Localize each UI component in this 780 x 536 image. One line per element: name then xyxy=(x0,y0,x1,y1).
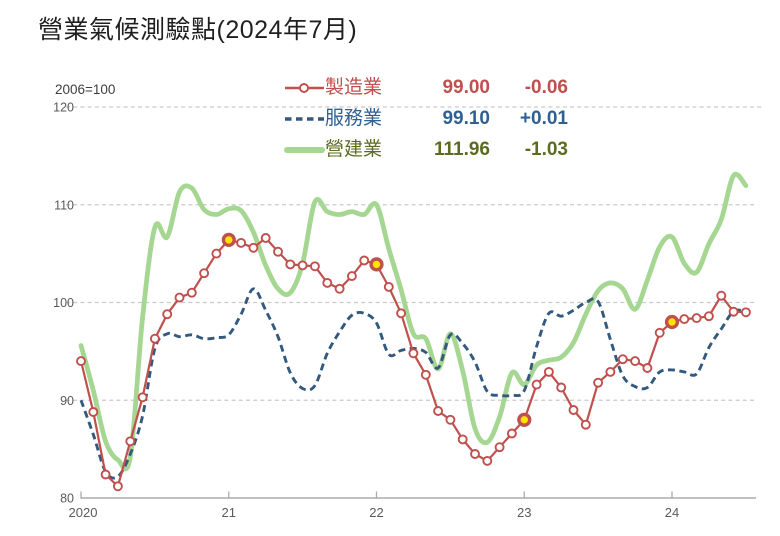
chart-legend: 製造業 99.00 -0.06 服務業 99.10 +0.01 營建業 111.… xyxy=(284,72,568,165)
x-axis: 2020 21 22 23 24 xyxy=(69,491,756,520)
axis-base-note: 2006=100 xyxy=(55,82,116,97)
manufacturing-value: 99.00 xyxy=(442,77,490,98)
services-dashed-swatch-icon xyxy=(285,116,324,121)
legend-row-construction: 營建業 111.96 -1.03 xyxy=(284,134,568,165)
series-manufacturing-line xyxy=(79,236,746,488)
svg-text:21: 21 xyxy=(222,505,236,520)
svg-text:23: 23 xyxy=(517,505,531,520)
construction-change: -1.03 xyxy=(524,139,568,160)
manufacturing-label: 製造業 xyxy=(325,77,383,98)
svg-text:22: 22 xyxy=(369,505,383,520)
january-highlight-markers xyxy=(221,232,680,427)
legend-row-services: 服務業 99.10 +0.01 xyxy=(284,103,568,134)
svg-text:120: 120 xyxy=(53,101,74,115)
manufacturing-change: -0.06 xyxy=(524,77,568,98)
svg-text:100: 100 xyxy=(53,296,74,310)
y-gridlines xyxy=(66,106,764,401)
y-axis-tick-labels: 80 90 100 110 120 xyxy=(53,101,74,506)
manufacturing-line-swatch-icon xyxy=(285,82,324,93)
services-label: 服務業 xyxy=(325,108,383,129)
series-construction-line xyxy=(78,171,749,472)
construction-line-swatch-icon xyxy=(284,146,325,153)
legend-row-manufacturing: 製造業 99.00 -0.06 xyxy=(284,72,568,103)
services-value: 99.10 xyxy=(442,108,490,129)
services-change: +0.01 xyxy=(519,108,568,129)
svg-text:80: 80 xyxy=(60,492,74,506)
manufacturing-month-markers xyxy=(76,233,751,492)
construction-label: 營建業 xyxy=(325,139,383,160)
construction-value: 111.96 xyxy=(433,139,490,160)
chart-title: 營業氣候測驗點(2024年7月) xyxy=(38,16,358,44)
svg-text:2020: 2020 xyxy=(69,505,98,520)
svg-text:24: 24 xyxy=(665,505,679,520)
svg-text:90: 90 xyxy=(60,394,74,408)
series-services-line xyxy=(79,287,747,480)
svg-text:110: 110 xyxy=(54,198,74,212)
